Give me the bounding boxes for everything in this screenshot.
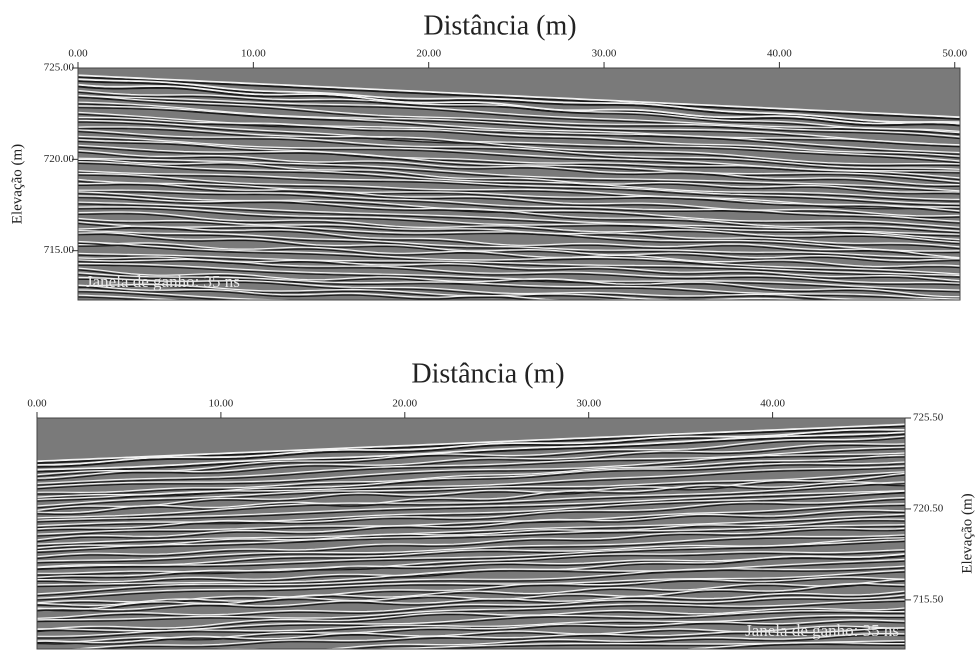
y-tick-label: 725.00	[44, 62, 75, 74]
figure: Distância (m) 0.00 10.00 20.00 30.00 40.00 50.…	[0, 0, 978, 653]
reflector-light	[78, 307, 960, 328]
reflector-dark	[78, 309, 960, 330]
reflector-dark	[78, 297, 960, 323]
reflector-light	[78, 302, 960, 324]
y-axis-label: Elevação (m)	[959, 493, 975, 573]
annotation: Janela de ganho: 35 ns	[745, 621, 899, 640]
y-tick-label: 725.50	[913, 412, 944, 424]
x-tick-label: 10.00	[241, 48, 266, 60]
y-tick-label: 720.50	[913, 502, 944, 514]
x-tick-label: 20.00	[392, 398, 417, 410]
x-tick-label: 30.00	[592, 48, 617, 60]
x-tick-label: 10.00	[209, 398, 234, 410]
annotation: Janela de ganho: 35 ns	[86, 272, 240, 291]
y-tick-label: 715.00	[44, 244, 75, 256]
y-axis-label: Elevação (m)	[9, 144, 25, 224]
x-tick-label: 0.00	[27, 398, 47, 410]
x-tick-label: 40.00	[767, 48, 792, 60]
y-tick-label: 720.00	[44, 153, 75, 165]
panel: Distância (m) 0.00 10.00 20.00 30.00 40.00 725…	[27, 358, 975, 653]
x-tick-label: 30.00	[576, 398, 601, 410]
y-tick-label: 715.50	[913, 593, 944, 605]
x-tick-label: 20.00	[416, 48, 441, 60]
axis-title: Distância (m)	[411, 358, 564, 389]
panel: Distância (m) 0.00 10.00 20.00 30.00 40.00 50.…	[9, 10, 967, 329]
reflector-dark	[78, 304, 960, 326]
x-tick-label: 0.00	[68, 48, 88, 60]
axis-title: Distância (m)	[423, 10, 576, 41]
x-tick-label: 50.00	[942, 48, 967, 60]
x-tick-label: 40.00	[760, 398, 785, 410]
